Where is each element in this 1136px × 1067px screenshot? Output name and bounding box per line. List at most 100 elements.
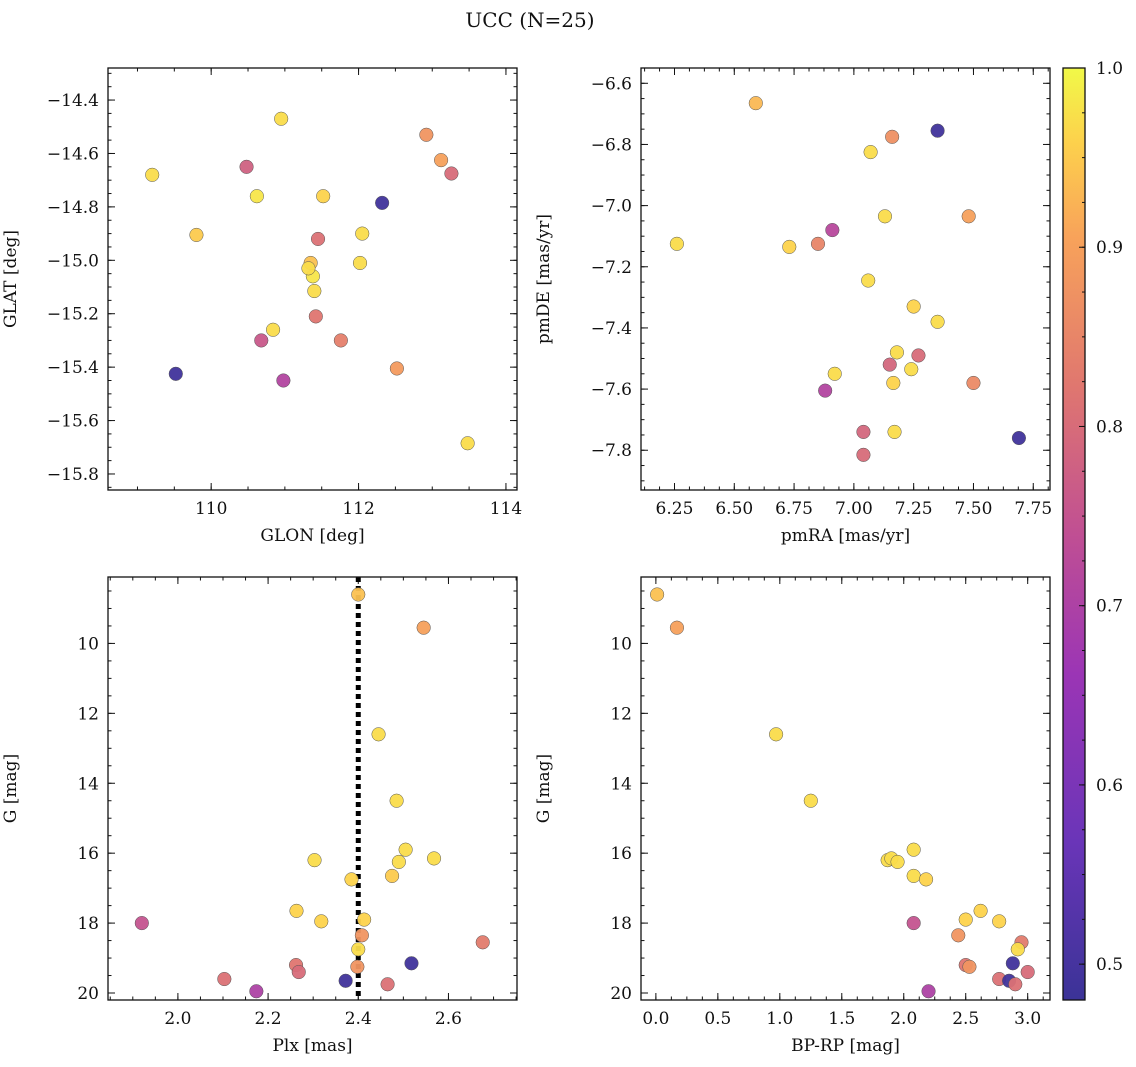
y-tick-label: −7.6 xyxy=(591,380,632,400)
data-point xyxy=(906,842,921,857)
data-point xyxy=(973,903,988,918)
data-point xyxy=(351,942,366,957)
y-tick-label: 10 xyxy=(610,634,632,654)
data-point xyxy=(308,309,323,324)
x-tick-label: 7.50 xyxy=(955,499,993,519)
data-point xyxy=(748,96,763,111)
data-point xyxy=(389,793,404,808)
data-point xyxy=(249,189,264,204)
y-axis-label: GLAT [deg] xyxy=(1,230,21,328)
data-point xyxy=(887,424,902,439)
data-point xyxy=(134,916,149,931)
y-tick-label: 20 xyxy=(77,984,99,1004)
axes-frame xyxy=(107,576,518,1001)
x-tick-label: 7.00 xyxy=(835,499,873,519)
data-point xyxy=(254,333,269,348)
data-point xyxy=(890,854,905,869)
data-point xyxy=(825,223,840,238)
data-point xyxy=(352,255,368,271)
y-tick-label: −7.4 xyxy=(591,319,632,339)
data-point xyxy=(861,273,876,288)
axes-frame xyxy=(640,576,1051,1001)
x-tick-label: 2.6 xyxy=(435,1009,462,1029)
x-axis-label: BP-RP [mag] xyxy=(791,1036,900,1056)
x-tick-label: 3.0 xyxy=(1014,1009,1041,1029)
data-point xyxy=(460,436,475,451)
data-point xyxy=(189,227,204,242)
y-tick-label: −15.6 xyxy=(47,412,99,432)
x-tick-label: 114 xyxy=(490,499,522,519)
figure-title: UCC (N=25) xyxy=(465,8,594,32)
y-tick-label: 20 xyxy=(610,984,632,1004)
data-point xyxy=(1008,977,1023,992)
data-point xyxy=(911,348,926,363)
data-point xyxy=(818,383,833,398)
y-axis-label: pmDE [mas/yr] xyxy=(534,214,554,344)
data-point xyxy=(863,145,878,160)
data-point xyxy=(350,959,365,974)
data-point xyxy=(877,209,893,224)
data-point xyxy=(307,853,322,868)
x-tick-label: 7.25 xyxy=(895,499,933,519)
data-point xyxy=(961,209,976,224)
data-point xyxy=(444,166,459,181)
data-point xyxy=(906,868,921,883)
x-tick-label: 2.0 xyxy=(164,1009,191,1029)
y-tick-label: 18 xyxy=(77,914,99,934)
data-point xyxy=(398,842,413,857)
data-point xyxy=(921,984,936,999)
x-tick-label: 6.25 xyxy=(656,499,694,519)
x-tick-label: 2.4 xyxy=(345,1009,372,1029)
data-point xyxy=(276,373,291,388)
panel-pmra-pmde: 6.25 6.50 6.75 7.00 7.25 7.50 7.75 −6.6 −6.8 −7.0… xyxy=(534,67,1052,546)
colorbar: 0.5 0.6 0.7 0.8 0.9 1.0 xyxy=(1062,59,1123,1001)
data-point xyxy=(951,928,966,943)
y-tick-label: 12 xyxy=(77,704,99,724)
colorbar-gradient xyxy=(1063,68,1085,1000)
data-point xyxy=(419,127,434,142)
data-point xyxy=(145,167,160,182)
y-axis-label: G [mag] xyxy=(534,754,554,823)
data-point xyxy=(389,361,404,376)
data-point xyxy=(338,973,353,988)
x-tick-label: 0.0 xyxy=(642,1009,669,1029)
data-point xyxy=(769,727,784,742)
data-point xyxy=(375,195,390,210)
data-point xyxy=(391,854,406,869)
y-tick-label: 12 xyxy=(610,704,632,724)
y-tick-label: −6.6 xyxy=(591,74,632,94)
data-point xyxy=(906,299,921,314)
data-point xyxy=(291,964,306,980)
x-tick-label: 6.50 xyxy=(715,499,753,519)
data-point xyxy=(919,872,934,887)
y-tick-label: 16 xyxy=(77,844,99,864)
x-tick-label: 0.5 xyxy=(704,1009,731,1029)
x-axis-label: Plx [mas] xyxy=(272,1036,352,1056)
data-point xyxy=(168,366,183,381)
y-tick-label: 10 xyxy=(77,634,99,654)
data-point xyxy=(782,239,797,254)
data-point xyxy=(434,153,449,168)
data-point xyxy=(650,587,665,602)
y-tick-label: −14.6 xyxy=(47,144,99,164)
data-point xyxy=(856,447,871,462)
panel-bprp-g: 0.0 0.5 1.0 1.5 2.0 2.5 3.0 10 12 14 16 18 20 BP-RP [… xyxy=(534,576,1051,1056)
x-tick-label: 112 xyxy=(342,499,374,519)
data-point xyxy=(1020,964,1035,980)
data-point xyxy=(426,851,442,866)
x-tick-label: 110 xyxy=(195,499,227,519)
data-point xyxy=(357,912,372,927)
data-point xyxy=(1011,430,1026,446)
data-point xyxy=(385,868,400,883)
y-tick-label: 14 xyxy=(77,774,99,794)
data-point xyxy=(404,956,419,971)
y-tick-label: −15.2 xyxy=(47,305,99,325)
x-tick-label: 2.2 xyxy=(255,1009,282,1029)
data-point xyxy=(475,935,490,950)
data-point xyxy=(1010,942,1025,957)
colorbar-tick-label: 0.5 xyxy=(1096,955,1123,975)
x-tick-label: 2.5 xyxy=(952,1009,979,1029)
data-point xyxy=(810,236,826,251)
y-tick-label: −15.8 xyxy=(47,465,99,485)
